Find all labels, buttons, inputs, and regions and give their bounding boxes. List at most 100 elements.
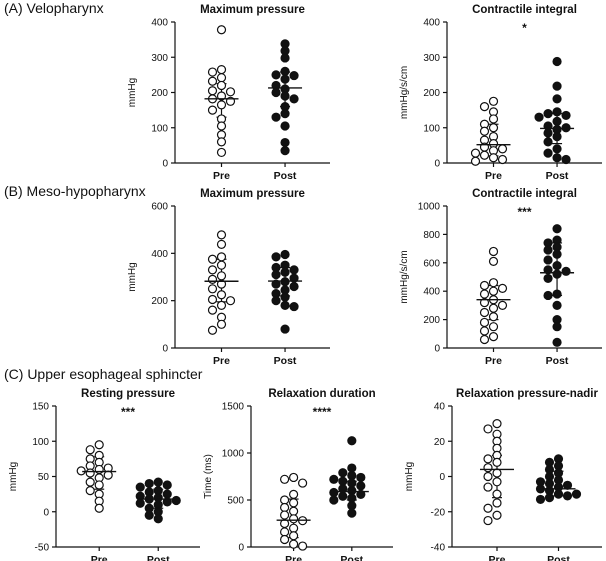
data-point-post	[271, 87, 281, 98]
data-point-pre	[483, 454, 493, 464]
data-point-post	[338, 468, 348, 478]
data-point-pre	[94, 440, 104, 450]
data-point-pre	[289, 506, 299, 516]
data-point-pre	[492, 510, 502, 520]
data-point-pre	[216, 73, 227, 83]
y-tick-label: 100	[423, 123, 440, 134]
data-point-post	[356, 489, 366, 499]
chart-title: Contractile integral	[472, 188, 577, 200]
data-point-pre	[289, 489, 299, 499]
section-b-label: (B) Meso-hypopharynx	[4, 183, 146, 199]
data-point-pre	[492, 468, 502, 478]
chart-meso-max: Maximum pressure 0 200 400 600 mmHg Pre Post	[127, 188, 330, 367]
data-point-post	[562, 491, 573, 501]
data-point-post	[552, 249, 562, 259]
data-point-pre	[488, 256, 499, 266]
chart-title: Contractile integral	[472, 4, 577, 16]
data-point-post	[347, 508, 357, 518]
data-point-pre	[216, 300, 227, 310]
data-point-pre	[298, 541, 308, 551]
data-point-pre	[488, 278, 499, 288]
data-point-pre	[216, 230, 227, 240]
data-point-post	[289, 281, 299, 292]
y-tick-label: 100	[151, 123, 168, 134]
y-axis-label: Time (ms)	[203, 454, 214, 499]
x-tick-label: Post	[274, 170, 297, 182]
y-tick-label: 1000	[222, 449, 245, 460]
data-point-pre	[483, 515, 493, 526]
y-axis-label: mmHg	[8, 462, 19, 491]
data-point-pre	[488, 114, 499, 124]
data-point-pre	[207, 105, 218, 115]
chart-ues-rest: Resting pressure *** -50 0 50 100 150 mmHg Pre Po…	[8, 388, 200, 561]
data-point-pre	[76, 466, 86, 476]
data-point-post	[280, 137, 290, 148]
data-point-post	[329, 495, 339, 505]
data-point-post	[144, 478, 154, 489]
data-point-post	[543, 128, 553, 138]
data-point-pre	[85, 486, 95, 496]
data-point-pre	[289, 514, 299, 524]
data-point-pre	[488, 246, 499, 257]
data-point-post	[552, 300, 562, 310]
data-point-pre	[479, 297, 490, 308]
data-point-pre	[483, 471, 493, 482]
data-point-pre	[479, 289, 490, 299]
y-tick-label: 600	[151, 202, 168, 213]
data-point-pre	[298, 478, 308, 488]
data-point-pre	[492, 477, 502, 487]
data-point-pre	[289, 539, 299, 549]
data-point-post	[552, 56, 562, 67]
data-point-pre	[492, 489, 502, 499]
data-point-post	[289, 70, 299, 81]
data-point-pre	[483, 463, 493, 473]
data-point-post	[552, 131, 562, 142]
data-point-post	[347, 501, 357, 511]
y-tick-label: 500	[227, 496, 244, 507]
data-point-post	[289, 301, 299, 312]
data-point-pre	[94, 503, 104, 513]
data-point-post	[144, 510, 154, 520]
data-point-pre	[488, 286, 499, 296]
significance-marker: ****	[313, 405, 332, 419]
data-point-pre	[289, 523, 299, 533]
data-point-post	[347, 436, 357, 446]
data-point-pre	[280, 502, 290, 513]
data-point-post	[562, 480, 573, 490]
data-point-post	[280, 66, 290, 76]
data-point-post	[347, 493, 357, 503]
data-point-pre	[280, 527, 290, 537]
data-point-post	[543, 148, 553, 158]
data-point-pre	[207, 294, 218, 305]
data-point-post	[552, 337, 562, 347]
data-point-pre	[216, 100, 227, 110]
data-point-post	[552, 107, 562, 117]
data-point-pre	[207, 284, 218, 294]
data-point-post	[552, 269, 562, 279]
data-point-pre	[207, 86, 218, 96]
y-tick-label: 400	[423, 18, 440, 29]
data-point-pre	[488, 123, 499, 133]
data-point-post	[347, 470, 357, 481]
data-point-post	[271, 279, 281, 289]
data-point-pre	[225, 87, 236, 97]
data-point-post	[280, 300, 290, 310]
data-point-post	[271, 70, 281, 80]
data-point-pre	[216, 279, 227, 289]
data-point-pre	[479, 334, 490, 345]
data-point-post	[153, 477, 163, 487]
data-point-post	[356, 472, 366, 483]
y-tick-label: -40	[431, 543, 446, 554]
y-axis-label: mmHg	[127, 262, 138, 291]
y-axis-label: mmHg/s/cm	[399, 66, 410, 119]
y-tick-label: -50	[35, 543, 50, 554]
data-point-pre	[479, 280, 490, 291]
data-point-pre	[216, 252, 227, 262]
data-point-post	[280, 324, 290, 334]
data-point-pre	[216, 290, 227, 300]
data-point-pre	[216, 91, 227, 101]
data-point-post	[543, 273, 553, 284]
data-point-post	[280, 249, 290, 260]
data-point-pre	[207, 325, 218, 335]
